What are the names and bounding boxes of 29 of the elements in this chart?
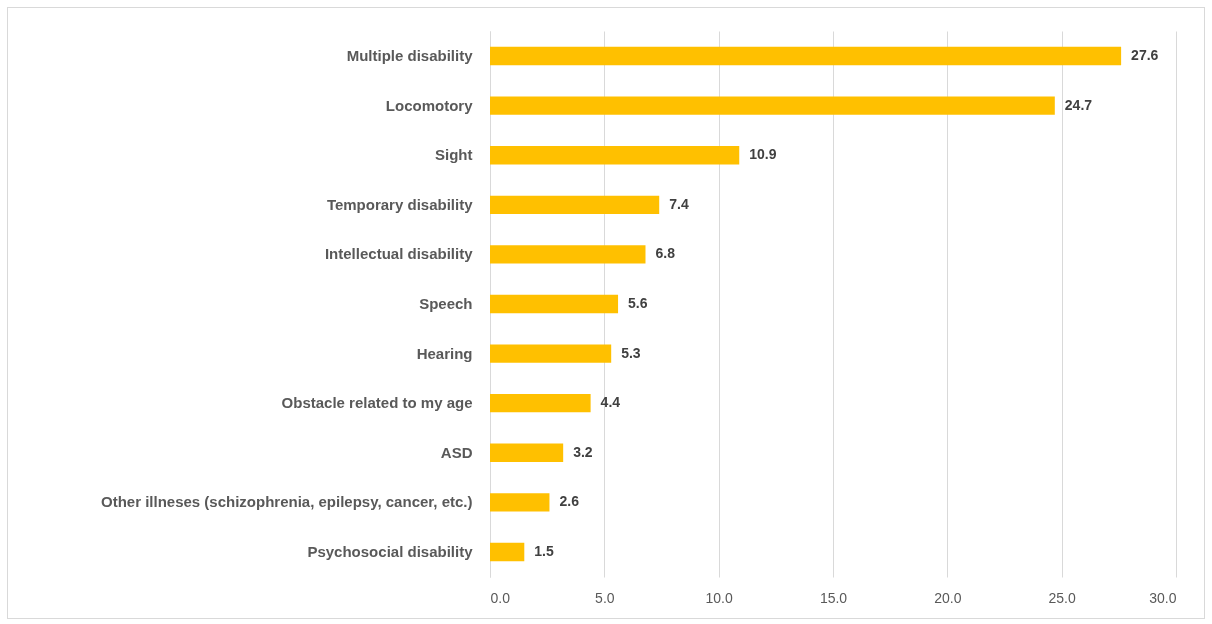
y-tick-label: Speech	[419, 295, 473, 312]
y-tick-label: ASD	[440, 443, 473, 461]
data-label: 5.3	[621, 344, 641, 361]
x-tick-label: 25.0	[1048, 589, 1076, 606]
y-tick-label: Obstacle related to my age	[281, 394, 473, 412]
y-tick-label: Psychosocial disability	[307, 542, 474, 560]
data-label: 4.4	[600, 394, 621, 411]
y-tick-label: Sight	[435, 146, 473, 164]
data-label: 5.6	[628, 295, 648, 311]
data-label: 6.8	[655, 245, 676, 262]
x-tick-label: 20.0	[934, 589, 962, 606]
y-tick-label: Intellectual disability	[324, 245, 474, 263]
x-tick-label: 30.0	[1149, 589, 1177, 606]
data-label: 27.6	[1131, 47, 1159, 64]
x-tick-label: 10.0	[705, 589, 733, 606]
y-tick-label: Hearing	[416, 344, 473, 362]
x-tick-label: 0.0	[490, 589, 511, 606]
data-label: 1.5	[534, 542, 554, 559]
data-label: 2.6	[559, 493, 580, 510]
data-label: 10.9	[749, 146, 777, 163]
x-tick-label: 15.0	[819, 589, 848, 606]
y-tick-label: Locomotory	[385, 96, 474, 114]
y-tick-label: Multiple disability	[346, 47, 474, 65]
y-tick-label: Other illneses (schizophrenia, epilepsy, cancer, etc.)	[100, 493, 473, 511]
data-label: 7.4	[669, 195, 689, 212]
data-label: 24.7	[1064, 96, 1093, 113]
x-tick-label: 5.0	[595, 589, 615, 606]
data-label: 3.2	[573, 443, 593, 460]
y-tick-label: Temporary disability	[326, 195, 474, 213]
